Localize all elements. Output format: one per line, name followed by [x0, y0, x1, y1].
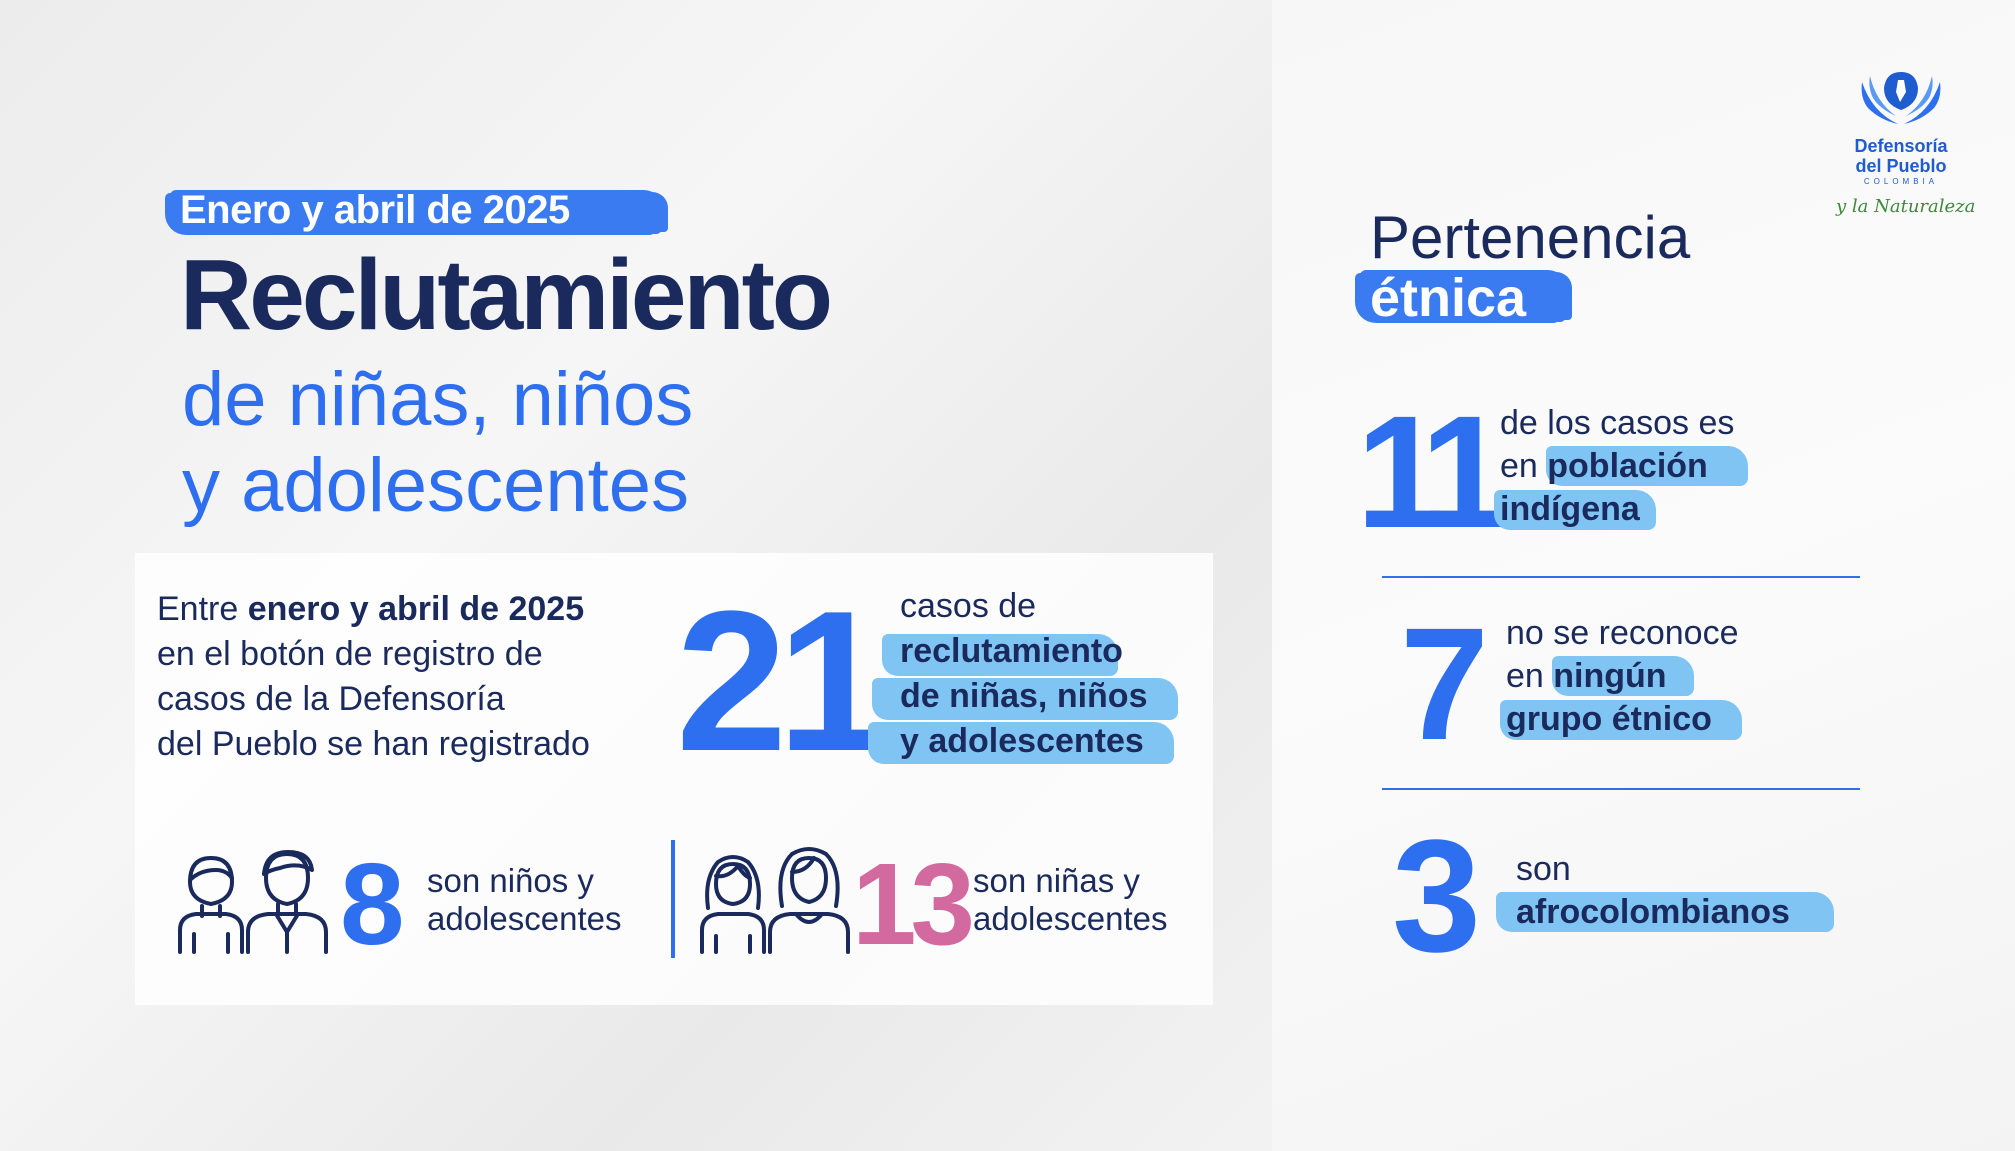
- intro-text: Entre enero y abril de 2025 en el botón …: [157, 587, 687, 767]
- indigenous-line-1: de los casos es: [1500, 404, 1735, 442]
- indigenous-line-2-prefix: en: [1500, 447, 1548, 485]
- girls-label-line-2: adolescentes: [973, 900, 1168, 937]
- indigenous-highlight-1: [1546, 446, 1748, 486]
- boys-count: 8: [340, 839, 405, 969]
- afro-count: 3: [1392, 806, 1481, 985]
- boys-label-line-1: son niños y: [427, 862, 594, 899]
- ethnicity-subtitle: étnica: [1370, 268, 1527, 328]
- stat-divider-1: [1382, 576, 1860, 578]
- ethnicity-brush-highlight: [1360, 270, 1566, 322]
- page-title: Reclutamiento: [180, 239, 833, 351]
- afro-line-1: son: [1516, 850, 1571, 888]
- cases-description: casos de reclutamiento de niñas, niños y…: [900, 584, 1147, 764]
- intro-line-4: del Pueblo se han registrado: [157, 725, 590, 763]
- no-ethnic-text: no se reconoce en ningún grupo étnico: [1506, 612, 1739, 741]
- intro-date-bold: enero y abril de 2025: [247, 590, 585, 628]
- cases-highlight-1: [882, 634, 1118, 676]
- defensoria-logo-icon: [1861, 72, 1941, 124]
- subtitle-line-1: de niñas, niños: [182, 357, 694, 442]
- indigenous-count: 11: [1356, 382, 1509, 561]
- boys-label: son niños y adolescentes: [427, 862, 621, 938]
- cases-highlight-2: [872, 678, 1178, 720]
- indigenous-text: de los casos es en población indígena: [1500, 402, 1734, 531]
- right-panel: [1272, 0, 2015, 1151]
- boys-label-line-2: adolescentes: [427, 900, 622, 937]
- cases-highlight-text-2: de niñas, niños: [900, 677, 1148, 715]
- logo-tagline: y la Naturaleza: [1836, 196, 1976, 217]
- intro-line-2: en el botón de registro de: [157, 635, 543, 673]
- no-ethnic-line-1: no se reconoce: [1506, 614, 1739, 652]
- cases-label: casos de: [900, 587, 1037, 625]
- girls-count: 13: [852, 839, 975, 969]
- no-ethnic-line-3-bold: grupo étnico: [1506, 700, 1712, 738]
- logo-country: COLOMBIA: [1863, 177, 1939, 186]
- logo-name-line-1: Defensoría: [1854, 136, 1948, 156]
- indigenous-highlight-2: [1494, 490, 1656, 530]
- girl-icon: [700, 855, 766, 954]
- cases-highlight-text-1: reclutamiento: [900, 632, 1123, 670]
- no-ethnic-line-2-prefix: en: [1506, 657, 1554, 695]
- logo-name: Defensoría del Pueblo COLOMBIA: [1834, 136, 1968, 188]
- young-woman-icon: [768, 847, 850, 954]
- ethnicity-title: Pertenencia: [1370, 204, 1691, 271]
- no-ethnic-highlight-2: [1500, 700, 1742, 740]
- intro-line-3: casos de la Defensoría: [157, 680, 505, 718]
- no-ethnic-highlight-1: [1552, 656, 1694, 696]
- afro-highlight: [1496, 892, 1834, 932]
- girls-label: son niñas y adolescentes: [973, 862, 1167, 938]
- gender-divider: [671, 840, 675, 958]
- no-ethnic-line-2-bold: ningún: [1553, 657, 1667, 695]
- cases-highlight-text-3: y adolescentes: [900, 722, 1144, 760]
- indigenous-line-3-bold: indígena: [1500, 490, 1640, 528]
- stat-divider-2: [1382, 788, 1860, 790]
- total-cases-number: 21: [676, 570, 888, 793]
- boy-icon: [178, 856, 244, 954]
- afro-line-2-bold: afrocolombianos: [1516, 893, 1790, 931]
- date-range-label: Enero y abril de 2025: [180, 188, 570, 232]
- girls-label-line-1: son niñas y: [973, 862, 1140, 899]
- page-subtitle: de niñas, niños y adolescentes: [182, 357, 693, 529]
- date-brush-highlight: [170, 190, 662, 234]
- subtitle-line-2: y adolescentes: [182, 443, 689, 528]
- indigenous-line-2-bold: población: [1547, 447, 1708, 485]
- young-man-icon: [246, 850, 328, 954]
- afro-text: son afrocolombianos: [1516, 848, 1790, 934]
- intro-prefix: Entre: [157, 590, 248, 628]
- logo-name-line-2: del Pueblo: [1855, 156, 1947, 176]
- no-ethnic-group-count: 7: [1400, 594, 1489, 773]
- cases-highlight-3: [868, 722, 1174, 764]
